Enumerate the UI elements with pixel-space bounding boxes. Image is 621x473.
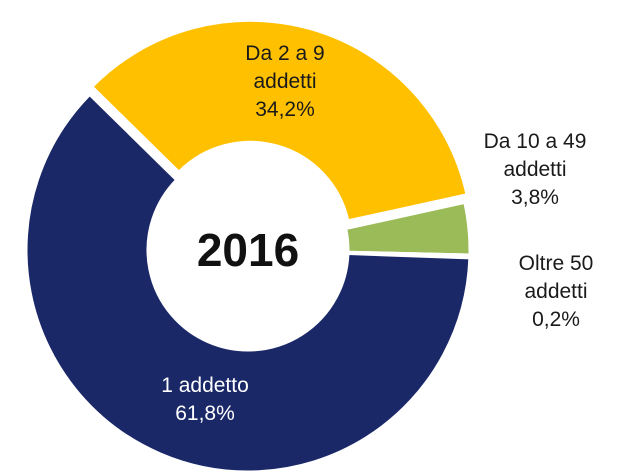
category-label: Da 10 a 49 addetti xyxy=(483,130,587,181)
slice-label: 1 addetto 61,8% xyxy=(135,372,275,428)
slice-label: Da 2 a 9 addetti 34,2% xyxy=(215,40,355,124)
value-label: 3,8% xyxy=(511,186,559,209)
category-label: 1 addetto xyxy=(161,374,249,397)
value-label: 34,2% xyxy=(255,98,315,121)
slice-label: Da 10 a 49 addetti 3,8% xyxy=(480,128,590,212)
center-label: 2016 xyxy=(196,224,300,276)
category-label: Oltre 50 addetti xyxy=(518,252,594,303)
donut-slice xyxy=(89,18,469,223)
donut-slice xyxy=(24,92,472,473)
value-label: 0,2% xyxy=(532,308,580,331)
value-label: 61,8% xyxy=(175,402,235,425)
slice-label: Oltre 50 addetti 0,2% xyxy=(501,250,611,334)
category-label: Da 2 a 9 addetti xyxy=(245,42,325,93)
